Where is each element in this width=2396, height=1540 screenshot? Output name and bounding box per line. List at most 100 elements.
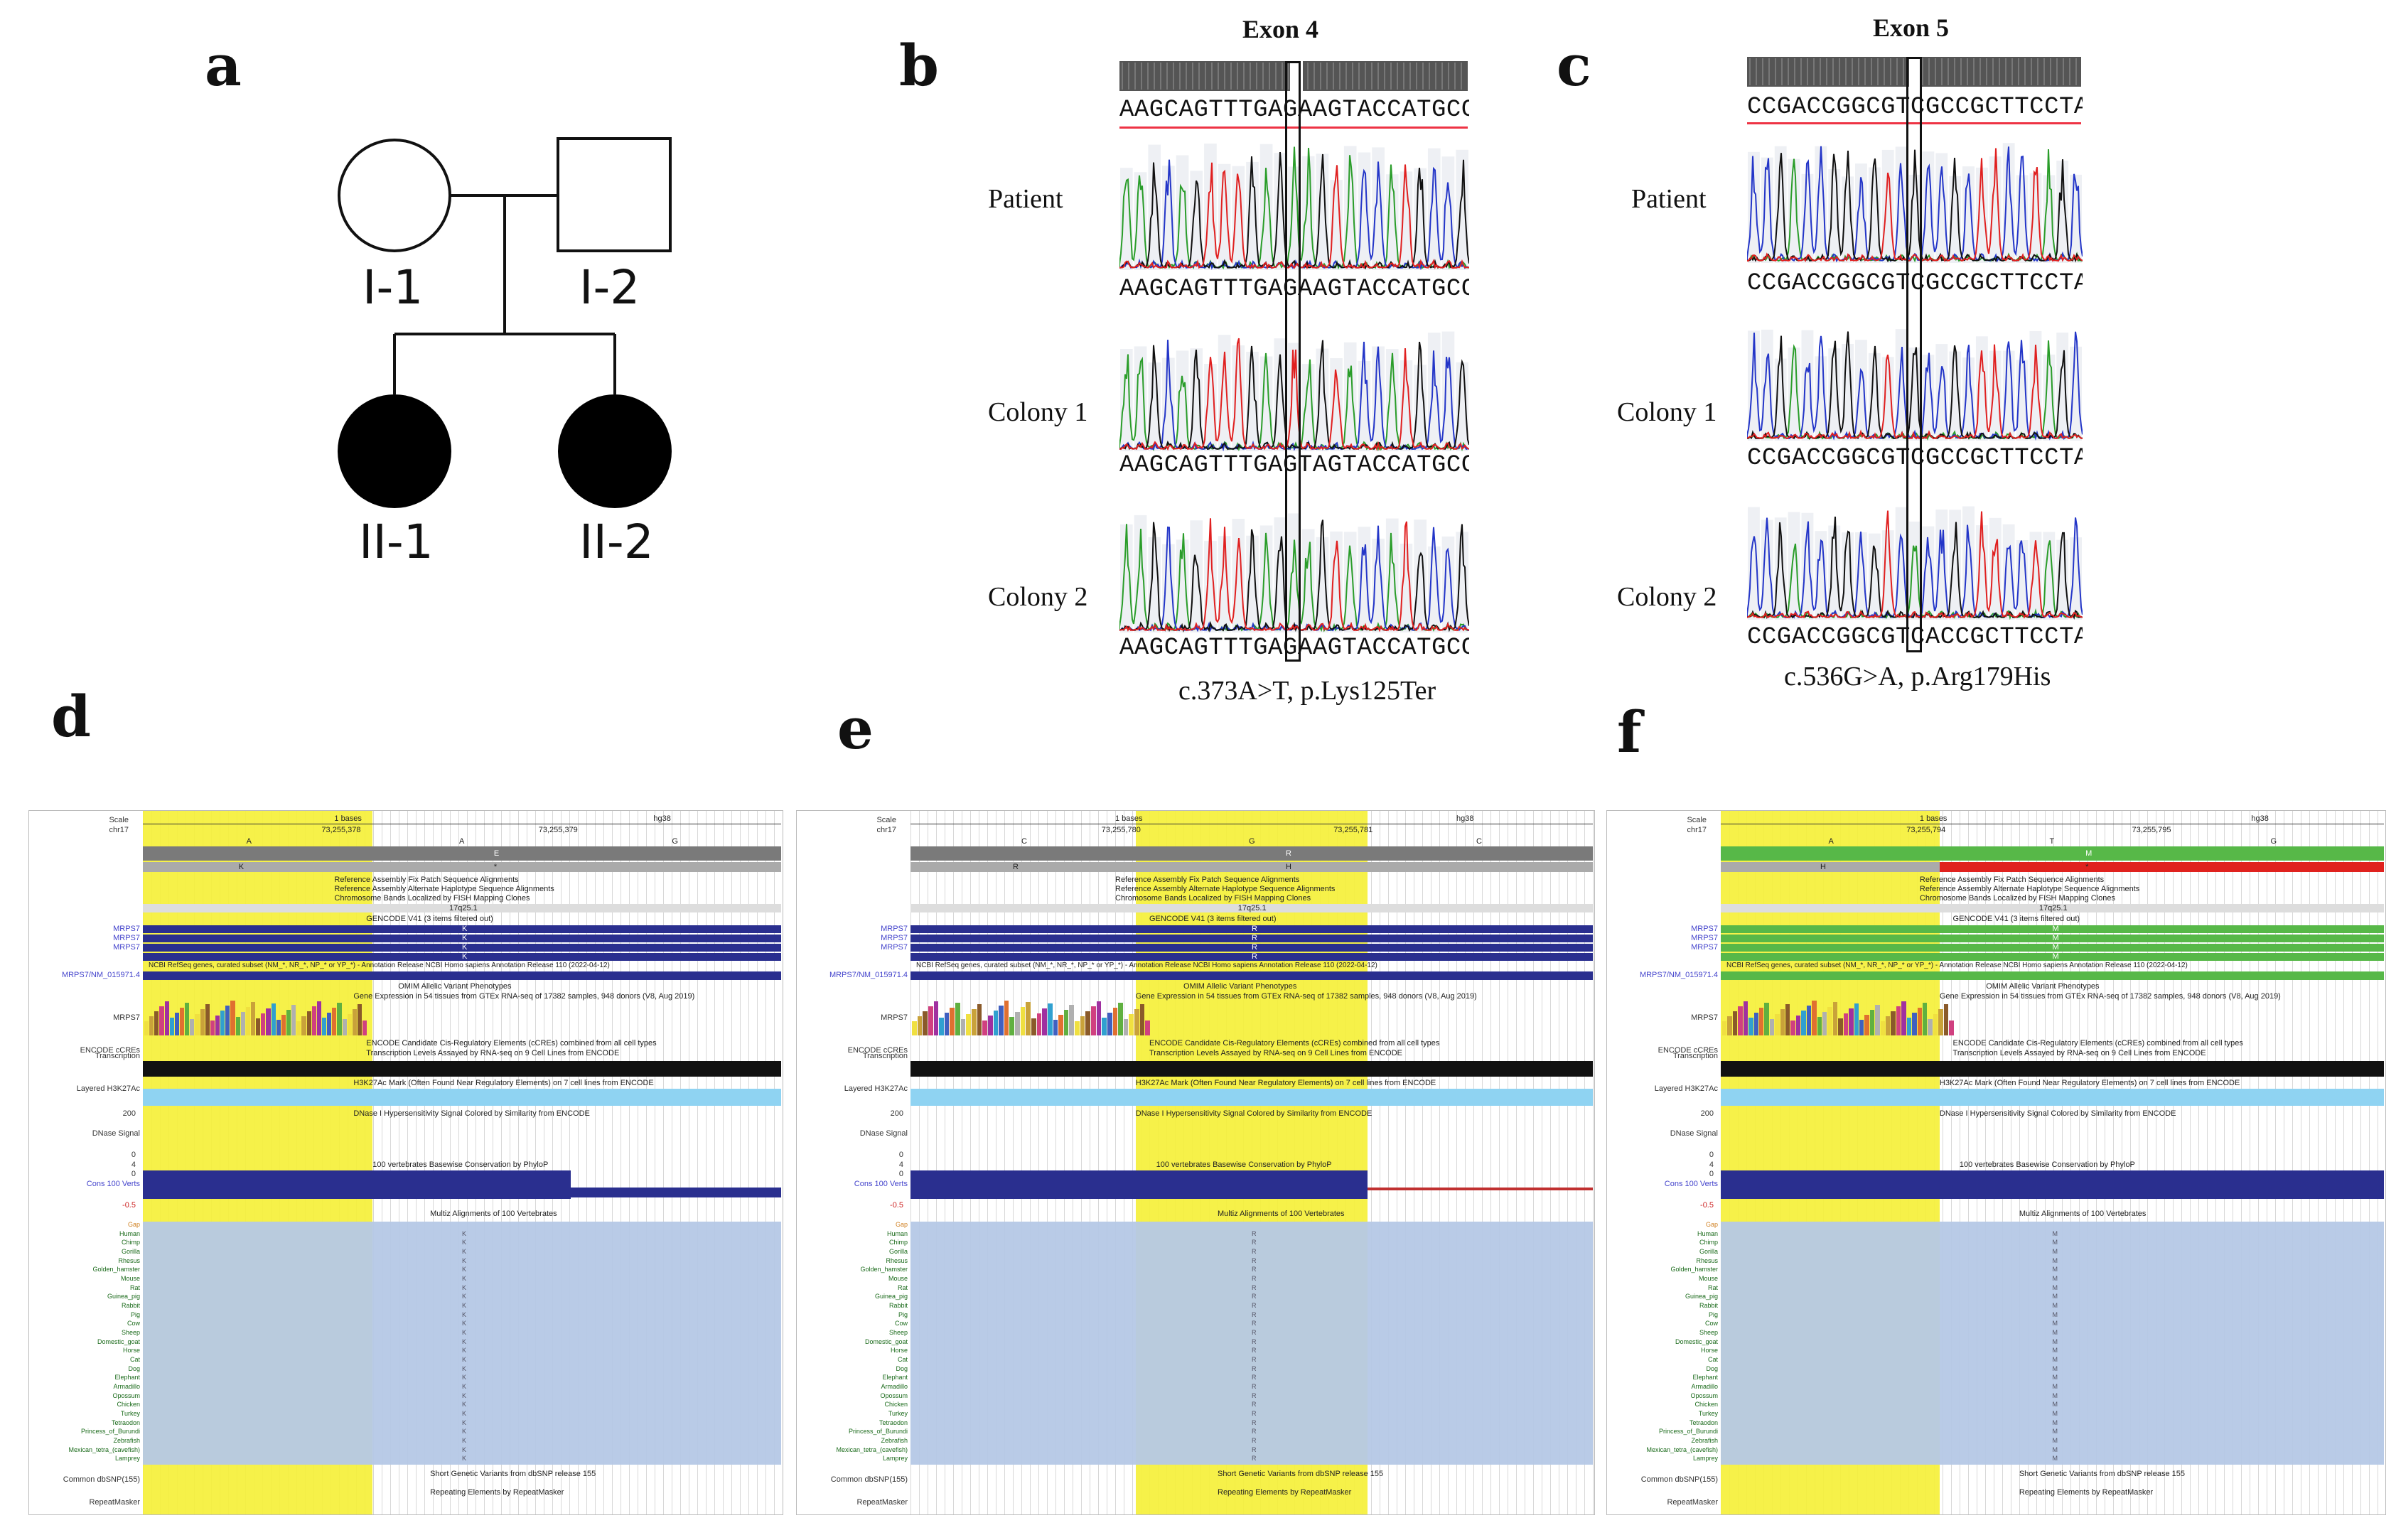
grid-line xyxy=(1405,811,1406,1514)
grid-line xyxy=(1567,811,1568,1514)
gtex-bar xyxy=(352,1009,357,1035)
grid-line xyxy=(1004,811,1005,1514)
quality-bar xyxy=(1895,146,1908,263)
gtex-bar xyxy=(195,1014,200,1035)
chrom-bands-track: Chromosome Bands Localized by FISH Mappi… xyxy=(1115,894,1311,903)
gtex-bar xyxy=(928,1006,933,1035)
gtex-bar xyxy=(1069,1005,1075,1035)
species-residue: M xyxy=(2052,1364,2058,1372)
quality-bar xyxy=(1815,356,1827,441)
gtex-track: Gene Expression in 54 tissues from GTEx … xyxy=(1135,992,1477,1001)
dnase-label: DNase Signal xyxy=(859,1129,908,1138)
grid-line xyxy=(723,811,724,1514)
grid-line xyxy=(1422,811,1423,1514)
species-label: Princess_of_Burundi xyxy=(1658,1428,1718,1436)
quality-bar xyxy=(1274,338,1287,451)
codon-bar-bottom xyxy=(143,862,781,872)
species-label: Lamprey xyxy=(1692,1455,1718,1463)
h3k27ac-track: H3K27Ac Mark (Often Found Near Regulator… xyxy=(1135,1079,1436,1087)
genome-browser-f: Scale chr17 1 bases hg38 73,255,794 73,255,79… xyxy=(1606,810,2386,1515)
dbsnp-track: Short Genetic Variants from dbSNP releas… xyxy=(2019,1470,2186,1478)
species-label: Opossum xyxy=(1690,1391,1718,1399)
grid-line xyxy=(1985,811,1986,1514)
aa-mut-label: * xyxy=(493,863,498,871)
species-label: Pig xyxy=(130,1310,140,1318)
species-residue: R xyxy=(1252,1293,1257,1301)
gtex-bar xyxy=(1949,1021,1954,1035)
species-label: Golden_hamster xyxy=(92,1266,140,1274)
grid-line xyxy=(586,811,587,1514)
repeat-label: RepeatMasker xyxy=(1667,1498,1718,1507)
gtex-bar xyxy=(1790,1021,1795,1035)
cons-label: Cons 100 Verts xyxy=(854,1180,908,1188)
species-residue: R xyxy=(1252,1374,1257,1382)
species-label: Lamprey xyxy=(114,1455,140,1463)
species-label: Human xyxy=(886,1229,908,1237)
gtex-bar xyxy=(1764,1003,1769,1035)
grid-line xyxy=(1533,811,1534,1514)
species-label: Dog xyxy=(1706,1364,1718,1372)
quality-bar xyxy=(1301,529,1315,632)
species-label: Chicken xyxy=(117,1401,140,1409)
gtex-bar xyxy=(939,1018,944,1035)
species-residue: M xyxy=(2052,1410,2058,1417)
cons-track: 100 vertebrates Basewise Conservation by… xyxy=(372,1161,549,1169)
gtex-bar xyxy=(1009,1017,1015,1035)
gtex-bar xyxy=(296,1021,301,1035)
assembly-label: hg38 xyxy=(653,814,671,823)
pedigree-affected-daughter1-symbol xyxy=(338,394,451,508)
grid-line xyxy=(1064,811,1065,1514)
species-residue: R xyxy=(1252,1455,1257,1463)
quality-bar xyxy=(2002,143,2015,263)
species-residue: M xyxy=(2052,1229,2058,1237)
species-label: Rabbit xyxy=(121,1302,140,1309)
gtex-bar xyxy=(993,1011,999,1035)
position-label-1: 73,255,378 xyxy=(321,826,361,834)
species-label: Golden_hamster xyxy=(860,1266,908,1274)
quality-bar xyxy=(1868,533,1881,620)
gene-transcript-bar xyxy=(143,944,781,952)
quality-bar xyxy=(1456,362,1468,451)
quality-bar xyxy=(2002,524,2015,620)
h3k27ac-track: H3K27Ac Mark (Often Found Near Regulator… xyxy=(353,1079,654,1087)
quality-bar xyxy=(2002,350,2015,441)
species-residue: K xyxy=(462,1410,467,1417)
gtex-bar xyxy=(342,1019,347,1035)
gtex-bar xyxy=(1854,1003,1859,1035)
cons-max-label: 4 xyxy=(898,1161,903,1169)
grid-line xyxy=(2070,811,2071,1514)
grid-line xyxy=(2224,811,2225,1514)
exon4-quality-bar xyxy=(1119,61,1468,91)
quality-bar xyxy=(1855,532,1867,620)
gene-label: MRPS7 xyxy=(881,943,908,952)
gtex-bar xyxy=(1075,1021,1080,1035)
quality-bar xyxy=(2070,346,2082,441)
species-alignment-block xyxy=(1721,1222,2384,1465)
species-residue: K xyxy=(462,1302,467,1309)
species-residue: R xyxy=(1252,1266,1257,1274)
grid-line xyxy=(1439,811,1440,1514)
quality-bar xyxy=(1456,532,1468,632)
grid-line xyxy=(1055,811,1056,1514)
gtex-bar xyxy=(977,1004,982,1035)
gtex-bar xyxy=(1112,1008,1118,1035)
species-residue: K xyxy=(462,1320,467,1328)
quality-bar xyxy=(2043,532,2056,620)
grid-line xyxy=(714,811,715,1514)
gtex-bar xyxy=(1812,1001,1817,1035)
quality-bar xyxy=(1788,158,1800,263)
grid-line xyxy=(774,811,775,1514)
species-label: Rabbit xyxy=(1699,1302,1718,1309)
aa-mut-label: H xyxy=(1286,863,1291,871)
gene-aa-label: M xyxy=(2052,952,2059,961)
species-residue: M xyxy=(2052,1302,2058,1309)
species-label: Mouse xyxy=(120,1275,140,1282)
species-residue: M xyxy=(2052,1418,2058,1426)
gtex-bar xyxy=(149,1016,154,1035)
quality-bar xyxy=(1218,335,1231,451)
species-label: Turkey xyxy=(1698,1410,1718,1417)
gene-aa-label: R xyxy=(1252,943,1257,952)
encode-cre-track: ENCODE Candidate Cis-Regulatory Elements… xyxy=(1149,1039,1440,1048)
species-label: Cat xyxy=(1707,1356,1718,1363)
gtex-bar xyxy=(1817,1017,1822,1035)
